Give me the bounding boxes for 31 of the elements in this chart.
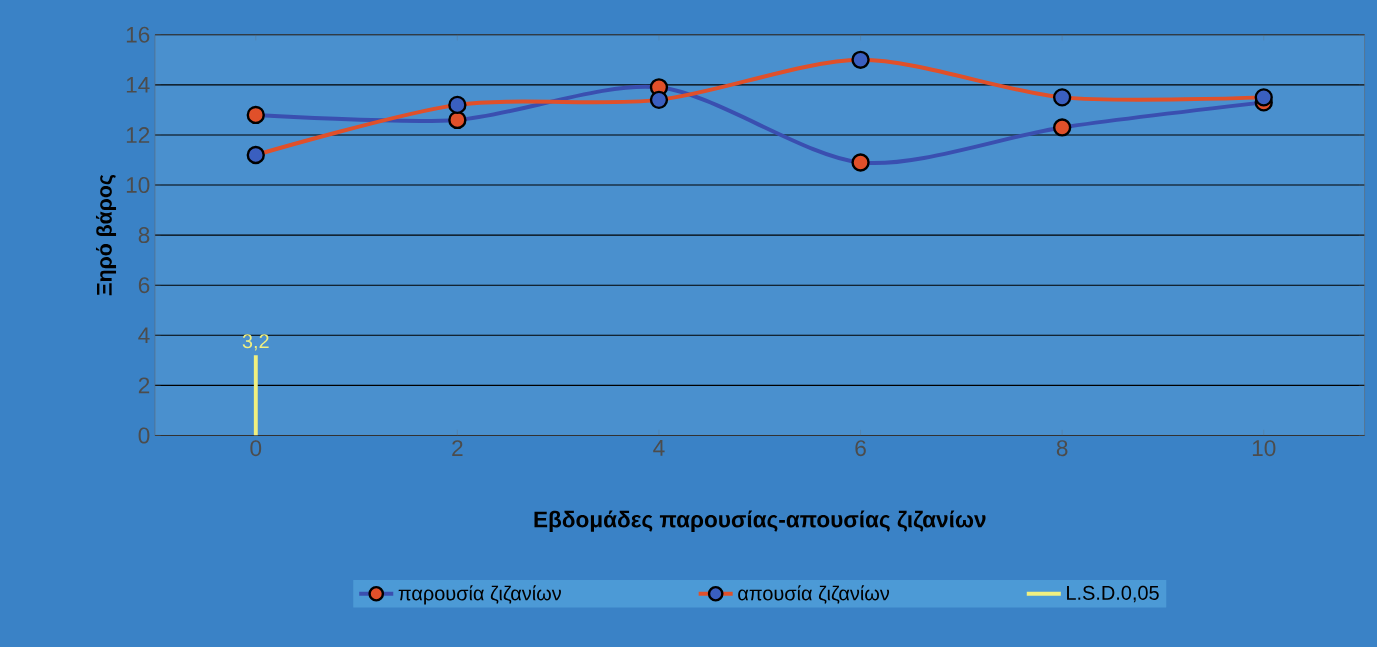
point [851, 50, 870, 69]
x-tick-label: 8 [1056, 440, 1068, 457]
x-tick-label: 6 [855, 440, 866, 457]
y-tick-label: 10 [126, 176, 150, 193]
point [1254, 88, 1273, 107]
y-tick-label: 2 [138, 377, 150, 394]
y-tick-label: 8 [138, 227, 150, 244]
point [448, 110, 467, 130]
point [246, 145, 265, 165]
y-tick-label: 12 [126, 127, 150, 143]
y-tick-label: 16 [126, 26, 150, 43]
legend-label: απουσία ζιζανίων [738, 585, 890, 604]
point [1052, 118, 1072, 137]
y-axis-title: Ξηρό βάρος [95, 174, 117, 296]
legend-label: L.S.D.0,05 [1067, 585, 1159, 603]
y-tick-label: 6 [138, 277, 150, 294]
y-tick-label: 14 [126, 77, 150, 93]
x-tick-label: 4 [653, 440, 665, 456]
x-tick-label: 2 [452, 440, 463, 456]
y-tick-label: 4 [138, 327, 150, 343]
point [1052, 88, 1072, 107]
x-axis-title: Εβδομάδες παρουσίας-απουσίας ζιζανίων [534, 510, 986, 532]
point [448, 95, 467, 115]
legend-label: παρουσία ζιζανίων [398, 585, 561, 605]
y-tick-label: 0 [138, 427, 150, 444]
point [246, 105, 265, 125]
point [649, 90, 669, 109]
data-label: 3,2 [242, 334, 269, 351]
x-tick-label: 0 [250, 440, 262, 457]
point [851, 153, 870, 172]
x-tick-label: 10 [1252, 440, 1276, 457]
